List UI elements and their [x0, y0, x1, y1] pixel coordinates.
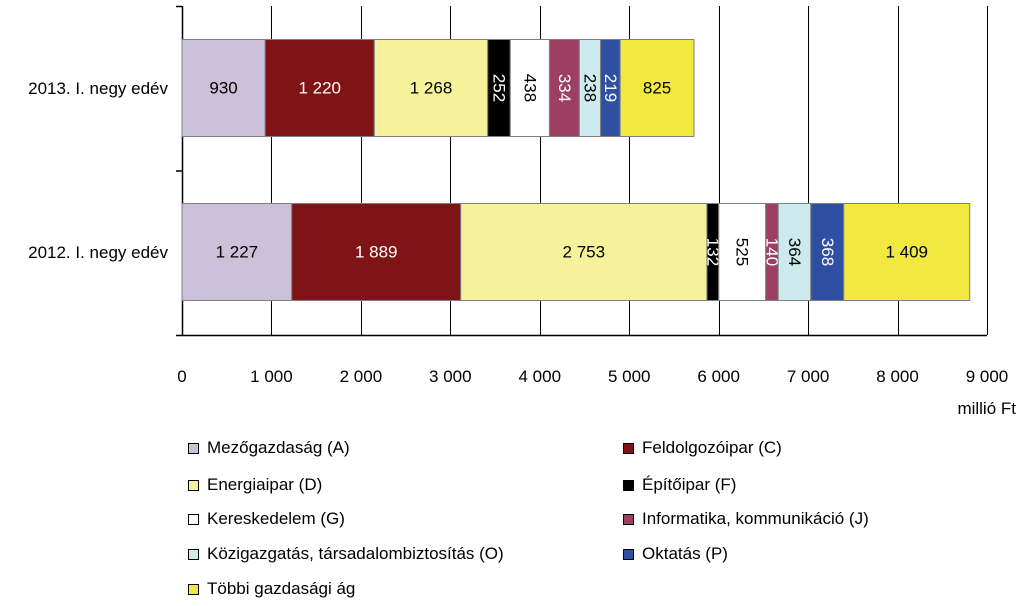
data-label: 132 [703, 238, 722, 266]
x-axis-unit-label: millió Ft [957, 399, 1016, 418]
x-tick-label: 8 000 [876, 367, 919, 386]
data-label: 825 [643, 79, 671, 98]
x-tick-label: 0 [177, 367, 186, 386]
x-tick-label: 2 000 [340, 367, 383, 386]
data-label: 930 [209, 79, 237, 98]
data-label: 1 268 [410, 79, 453, 98]
x-tick-label: 1 000 [250, 367, 293, 386]
bar-segment [777, 203, 812, 301]
x-tick-label: 9 000 [966, 367, 1009, 386]
data-label: 1 227 [216, 243, 259, 262]
data-label: 252 [489, 74, 508, 102]
x-tick-label: 7 000 [787, 367, 830, 386]
x-tick-label: 3 000 [429, 367, 472, 386]
bar-segment [843, 203, 971, 301]
data-label: 219 [601, 74, 620, 102]
category-label: 2012. I. negy edév [28, 243, 168, 262]
data-label: 364 [785, 238, 804, 266]
bar-segment [718, 203, 767, 301]
x-tick-label: 4 000 [519, 367, 562, 386]
data-label: 525 [733, 238, 752, 266]
bar-segment [291, 203, 462, 301]
x-tick-label: 5 000 [608, 367, 651, 386]
data-label: 238 [580, 74, 599, 102]
x-tick-label: 6 000 [697, 367, 740, 386]
category-label: 2013. I. negy edév [28, 79, 168, 98]
data-label: 368 [818, 238, 837, 266]
data-label: 438 [520, 74, 539, 102]
bar-segment [460, 203, 708, 301]
data-label: 1 220 [298, 79, 341, 98]
bar-segment [373, 39, 489, 137]
data-label: 1 889 [355, 243, 398, 262]
data-label: 140 [762, 238, 781, 266]
data-label: 2 753 [563, 243, 606, 262]
data-label: 334 [555, 74, 574, 102]
bar-segment [181, 203, 293, 301]
bar-segment [619, 39, 695, 137]
bar-segment [810, 203, 845, 301]
data-label: 1 409 [885, 243, 928, 262]
